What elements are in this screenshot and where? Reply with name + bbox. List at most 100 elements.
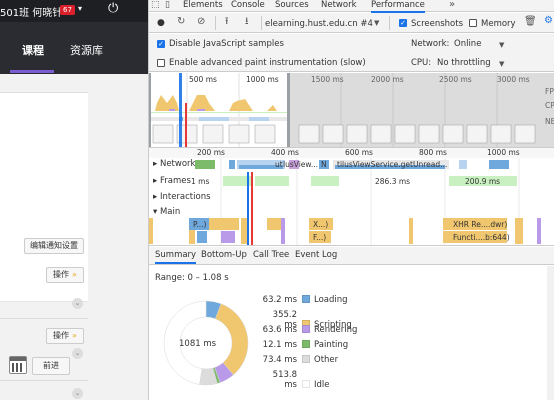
frame-duration-label: 200.9 ms xyxy=(465,177,501,186)
tab-call-tree[interactable]: Call Tree xyxy=(253,250,290,260)
network-label: Network: xyxy=(411,39,450,49)
track-label: Frames xyxy=(159,176,191,186)
action-button-2[interactable]: 操作» xyxy=(46,328,84,344)
loading-swatch xyxy=(302,295,310,303)
details-tab-bar: Summary Bottom-Up Call Tree Event Log xyxy=(149,247,554,265)
details-scrollbar[interactable] xyxy=(547,266,554,400)
expand-chevron-icon[interactable]: ⌄ xyxy=(72,388,83,399)
flame-chart[interactable]: 200 ms 400 ms 600 ms 800 ms 1000 ms ▸ Ne… xyxy=(149,148,554,246)
row-name: Scripting xyxy=(314,320,352,330)
edit-notice-settings-button[interactable]: 编辑通知设置 xyxy=(24,238,84,254)
frame-duration-label: 286.3 ms xyxy=(375,177,411,186)
notification-badge[interactable]: 67 xyxy=(60,5,75,15)
calendar-icon[interactable] xyxy=(9,356,27,374)
idle-swatch xyxy=(302,380,310,388)
flame-tick: 200 ms xyxy=(197,148,225,157)
track-label: Interactions xyxy=(159,192,211,202)
separator xyxy=(261,16,262,30)
dropdown-arrow-icon[interactable]: ▼ xyxy=(499,60,505,68)
nav-active-underline xyxy=(10,70,54,73)
nav-tab-courses[interactable]: 课程 xyxy=(22,44,44,57)
tab-elements[interactable]: Elements xyxy=(183,0,223,10)
disable-js-samples-label: Disable JavaScript samples xyxy=(169,39,284,49)
nav-tab-resources[interactable]: 资源库 xyxy=(70,44,103,57)
row-name: Other xyxy=(314,355,339,365)
track-network[interactable]: ▸ Network xyxy=(153,159,196,169)
user-menu-caret-icon[interactable]: ▾ xyxy=(78,4,83,13)
range-label: Range: 0 – 1.08 s xyxy=(155,273,229,283)
power-icon[interactable]: ⏻ xyxy=(108,1,119,16)
flame-chart-graph xyxy=(149,148,554,245)
action-label: 操作 xyxy=(53,331,70,340)
action-button-1[interactable]: 操作» xyxy=(46,267,84,283)
memory-checkbox[interactable] xyxy=(469,19,477,27)
expand-chevron-icon[interactable]: ⌄ xyxy=(72,298,83,309)
devtools-tab-bar: ⬚ ▯ Elements Console Sources Network Per… xyxy=(149,0,554,13)
track-main[interactable]: ▾ Main xyxy=(153,207,181,217)
device-toolbar-icon[interactable]: ▯ xyxy=(165,0,170,10)
settings-gear-icon[interactable]: ⚙ xyxy=(544,15,553,26)
row-value: 63.2 ms xyxy=(262,295,297,305)
donut-total: 1081 ms xyxy=(179,339,217,349)
record-icon[interactable]: ● xyxy=(157,18,165,28)
row-name: Idle xyxy=(314,380,330,390)
tab-performance[interactable]: Performance xyxy=(371,0,425,13)
divider xyxy=(0,318,88,319)
action-label: 操作 xyxy=(53,270,70,279)
disable-js-samples-checkbox[interactable]: ✓ xyxy=(157,40,165,48)
painting-swatch xyxy=(302,340,310,348)
dropdown-arrow-icon[interactable]: ▼ xyxy=(499,41,505,49)
network-throttle-select[interactable]: Online xyxy=(454,39,482,49)
overview-side-label: CP xyxy=(545,101,554,110)
flame-tick: 400 ms xyxy=(271,148,299,157)
other-swatch xyxy=(302,355,310,363)
more-tabs-icon[interactable]: » xyxy=(449,0,456,10)
main-task-label: X...) xyxy=(313,220,329,229)
advanced-paint-label: Enable advanced paint instrumentation (s… xyxy=(169,58,366,68)
expand-chevron-icon[interactable]: ⌄ xyxy=(72,348,83,359)
reload-record-icon[interactable]: ↻ xyxy=(177,16,186,27)
user-name[interactable]: 501班 何晓针 xyxy=(0,8,63,19)
web-page: 501班 何晓针 67 ▾ ⏻ 课程 资源库 编辑通知设置 操作» ⌄ 操作» … xyxy=(0,0,148,400)
track-label: Network xyxy=(159,159,196,169)
tab-console[interactable]: Console xyxy=(231,0,265,10)
donut-slice-scripting xyxy=(215,303,249,376)
advanced-paint-checkbox[interactable] xyxy=(157,59,165,67)
overview-tick: 2000 ms xyxy=(371,75,404,84)
chevron-down-icon: » xyxy=(72,270,77,279)
cpu-throttle-select[interactable]: No throttling xyxy=(437,58,491,68)
overview-tick: 500 ms xyxy=(189,75,217,84)
summary-row-painting: 12.1 ms Painting xyxy=(259,340,348,350)
load-profile-icon[interactable]: ⭱ xyxy=(225,16,229,27)
dropdown-arrow-icon[interactable]: ▼ xyxy=(374,19,380,27)
track-interactions[interactable]: ▸ Interactions xyxy=(153,192,211,202)
track-label: Main xyxy=(159,207,181,217)
row-name: Rendering xyxy=(314,325,358,335)
overview-tick: 3000 ms xyxy=(497,75,530,84)
tab-summary[interactable]: Summary xyxy=(155,250,197,264)
flame-tick: 600 ms xyxy=(345,148,373,157)
tab-bottom-up[interactable]: Bottom-Up xyxy=(201,250,247,260)
tab-sources[interactable]: Sources xyxy=(275,0,309,10)
target-select[interactable]: elearning.hust.edu.cn #4 xyxy=(265,19,373,29)
network-request-label: lusView... xyxy=(283,160,319,169)
trash-icon[interactable]: 🗑 xyxy=(524,16,537,27)
inspect-element-icon[interactable]: ⬚ xyxy=(151,0,160,10)
forward-button[interactable]: 前进 xyxy=(32,357,70,375)
separator xyxy=(389,16,390,30)
main-task-label: P...) xyxy=(193,220,207,229)
timeline-overview[interactable]: 500 ms 1000 ms 1500 ms 2000 ms 2500 ms 3… xyxy=(149,73,554,148)
main-task-label: F...) xyxy=(313,233,327,242)
tab-network[interactable]: Network xyxy=(321,0,357,10)
track-frames[interactable]: ▸ Frames xyxy=(153,176,191,186)
divider xyxy=(0,92,88,93)
row-value: 12.1 ms xyxy=(262,340,297,350)
overview-side-label: NE xyxy=(545,117,554,126)
tab-event-log[interactable]: Event Log xyxy=(295,250,338,260)
overview-tick: 1500 ms xyxy=(311,75,344,84)
overview-graph xyxy=(149,73,554,147)
network-request-label: ut xyxy=(275,160,283,169)
save-profile-icon[interactable]: ⭳ xyxy=(245,16,249,27)
screenshots-checkbox[interactable]: ✓ xyxy=(399,19,407,27)
clear-icon[interactable]: ⊘ xyxy=(197,16,206,27)
